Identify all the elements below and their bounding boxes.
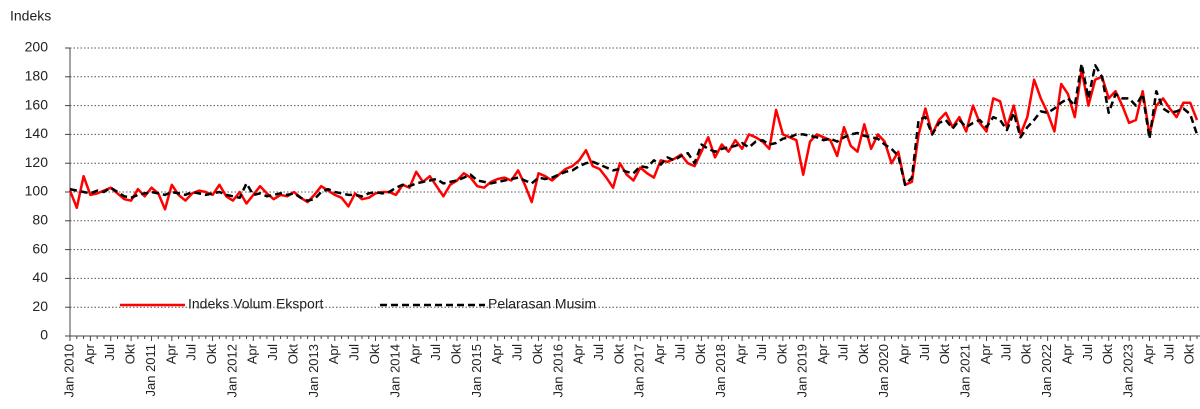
x-tick-label: Okt <box>611 344 626 365</box>
x-tick-label: Jul <box>102 344 117 361</box>
series-line <box>68 68 1199 211</box>
x-tick-label: Apr <box>245 343 260 364</box>
y-tick-label: 140 <box>25 125 49 141</box>
y-tick-label: 120 <box>25 154 49 170</box>
x-tick-label: Okt <box>285 344 300 365</box>
x-tick-label: Jul <box>672 344 687 361</box>
x-tick-label: Okt <box>856 344 871 365</box>
y-tick-label: 20 <box>32 298 48 314</box>
x-tick-label: Jan 2011 <box>143 344 158 397</box>
x-tick-label: Okt <box>693 344 708 365</box>
x-tick-label: Jan 2010 <box>61 344 76 398</box>
x-tick-label: Jan 2020 <box>876 344 891 398</box>
x-tick-label: Jan 2014 <box>387 344 402 398</box>
y-tick-label: 100 <box>25 183 49 199</box>
x-tick-label: Jan 2022 <box>1039 344 1054 398</box>
x-tick-label: Jul <box>347 344 362 361</box>
y-tick-label: 0 <box>40 327 48 343</box>
x-tick-label: Jul <box>265 344 280 361</box>
x-tick-label: Jan 2013 <box>306 344 321 398</box>
x-tick-label: Okt <box>1019 344 1034 365</box>
x-tick-label: Apr <box>734 343 749 364</box>
y-tick-label: 60 <box>32 240 48 256</box>
x-tick-label: Okt <box>937 344 952 365</box>
x-tick-label: Okt <box>774 344 789 365</box>
x-tick-label: Jul <box>510 344 525 361</box>
y-axis-label: Indeks <box>10 8 51 24</box>
x-tick-label: Jul <box>835 344 850 361</box>
x-tick-label: Apr <box>1141 343 1156 364</box>
y-tick-label: 80 <box>32 212 48 228</box>
x-tick-label: Jan 2023 <box>1121 344 1136 398</box>
x-tick-label: Okt <box>448 344 463 365</box>
x-tick-label: Jan 2015 <box>469 344 484 398</box>
x-tick-label: Apr <box>82 343 97 364</box>
x-tick-label: Jan 2021 <box>958 344 973 398</box>
legend-label: Indeks Volum Eksport <box>188 296 324 312</box>
x-tick-label: Okt <box>367 344 382 365</box>
y-tick-label: 160 <box>25 96 49 112</box>
x-tick-label: Jan 2012 <box>224 344 239 398</box>
x-tick-label: Okt <box>123 344 138 365</box>
x-tick-label: Jul <box>998 344 1013 361</box>
x-tick-label: Jul <box>184 344 199 361</box>
x-tick-label: Jul <box>591 344 606 361</box>
legend-label: Pelarasan Musim <box>488 296 596 312</box>
x-tick-label: Apr <box>408 343 423 364</box>
series-line <box>69 62 1199 202</box>
y-tick-label: 40 <box>32 269 48 285</box>
x-tick-label: Okt <box>1182 344 1197 365</box>
x-tick-label: Apr <box>571 343 586 364</box>
x-tick-label: Jul <box>917 344 932 361</box>
x-tick-label: Apr <box>163 343 178 364</box>
x-tick-label: Jul <box>754 344 769 361</box>
x-tick-label: Jul <box>1080 344 1095 361</box>
x-tick-label: Apr <box>815 343 830 364</box>
x-tick-label: Apr <box>1059 343 1074 364</box>
x-tick-label: Jul <box>1161 344 1176 361</box>
x-tick-label: Apr <box>897 343 912 364</box>
x-tick-label: Jan 2016 <box>550 344 565 398</box>
x-tick-label: Jan 2019 <box>795 344 810 398</box>
x-tick-label: Apr <box>652 343 667 364</box>
x-tick-label: Apr <box>326 343 341 364</box>
x-tick-label: Apr <box>978 343 993 364</box>
x-tick-label: Okt <box>1100 344 1115 365</box>
y-tick-label: 180 <box>25 68 49 84</box>
y-tick-label: 200 <box>25 39 49 55</box>
x-tick-label: Apr <box>489 343 504 364</box>
x-tick-label: Jan 2017 <box>632 344 647 398</box>
x-tick-label: Okt <box>204 344 219 365</box>
x-tick-label: Jul <box>428 344 443 361</box>
x-tick-label: Okt <box>530 344 545 365</box>
x-tick-label: Jan 2018 <box>713 344 728 398</box>
